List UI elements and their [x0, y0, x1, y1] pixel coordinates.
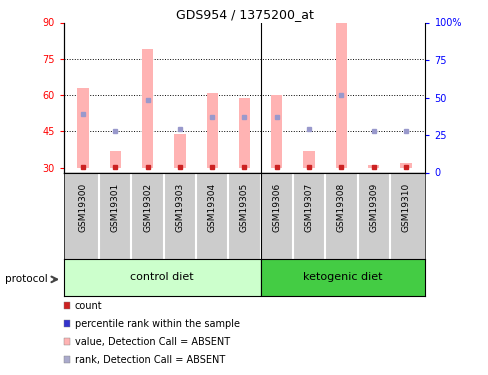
- Text: GSM19309: GSM19309: [368, 183, 377, 232]
- Text: control diet: control diet: [130, 273, 194, 282]
- Text: value, Detection Call = ABSENT: value, Detection Call = ABSENT: [75, 337, 229, 346]
- Text: GSM19308: GSM19308: [336, 183, 345, 232]
- Bar: [400, 163, 411, 168]
- Bar: [174, 134, 185, 168]
- Text: rank, Detection Call = ABSENT: rank, Detection Call = ABSENT: [75, 355, 224, 364]
- Bar: [271, 95, 282, 168]
- Text: protocol: protocol: [5, 274, 47, 284]
- Text: percentile rank within the sample: percentile rank within the sample: [75, 319, 239, 328]
- Bar: [63, 259, 260, 296]
- Text: GSM19306: GSM19306: [272, 183, 281, 232]
- Bar: [109, 151, 121, 168]
- Text: ketogenic diet: ketogenic diet: [303, 273, 382, 282]
- Text: GSM19305: GSM19305: [240, 183, 248, 232]
- Bar: [303, 151, 314, 168]
- Text: GSM19304: GSM19304: [207, 183, 216, 232]
- Title: GDS954 / 1375200_at: GDS954 / 1375200_at: [175, 8, 313, 21]
- Bar: [367, 165, 379, 168]
- Text: GSM19310: GSM19310: [401, 183, 410, 232]
- Text: GSM19300: GSM19300: [78, 183, 87, 232]
- Bar: [142, 49, 153, 168]
- Text: GSM19307: GSM19307: [304, 183, 313, 232]
- Bar: [238, 98, 250, 168]
- Bar: [77, 88, 88, 168]
- Text: GSM19303: GSM19303: [175, 183, 184, 232]
- Bar: [335, 22, 346, 168]
- Text: count: count: [75, 301, 102, 310]
- Text: GSM19301: GSM19301: [111, 183, 120, 232]
- Bar: [260, 259, 425, 296]
- Text: GSM19302: GSM19302: [143, 183, 152, 232]
- Bar: [206, 93, 217, 168]
